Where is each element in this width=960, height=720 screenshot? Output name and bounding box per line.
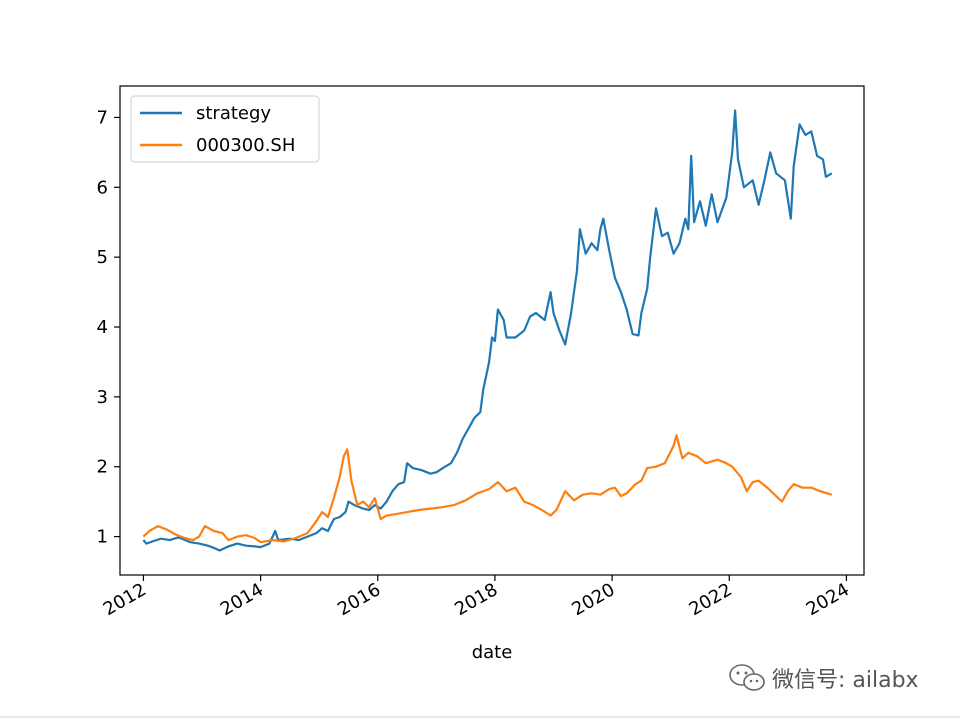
- x-tick-label: 2022: [686, 579, 736, 620]
- legend: strategy 000300.SH: [130, 95, 320, 163]
- x-tick-label: 2014: [217, 579, 267, 620]
- y-tick-label: 5: [97, 247, 108, 268]
- x-tick-label: 2020: [568, 579, 618, 620]
- bottom-divider: [0, 716, 960, 718]
- y-tick-label: 4: [97, 317, 108, 338]
- series-layer: [142, 109, 833, 552]
- plot-frame: [119, 85, 865, 576]
- wechat-icon: [729, 664, 765, 691]
- x-tick-label: 2016: [334, 579, 384, 620]
- x-axis-label: date: [472, 642, 513, 663]
- y-tick-label: 7: [97, 107, 108, 128]
- legend-entry: strategy: [196, 103, 271, 124]
- watermark-text: 微信号: ailabx: [772, 668, 919, 693]
- y-tick-label: 1: [97, 527, 108, 548]
- watermark: 微信号: ailabx: [728, 662, 919, 694]
- y-tick-label: 6: [97, 177, 108, 198]
- y-tick-label: 2: [97, 457, 108, 478]
- x-tick-label: 2018: [451, 579, 501, 620]
- y-axis: 1 2 3 4 5 6 7: [97, 107, 120, 548]
- y-tick-label: 3: [97, 387, 108, 408]
- x-axis: 2012 2014 2016 2018 2020 2022 2024: [100, 575, 853, 620]
- x-tick-label: 2012: [100, 579, 150, 620]
- series-line-2: [142, 434, 833, 544]
- x-tick-label: 2024: [803, 579, 853, 620]
- legend-entry: 000300.SH: [196, 135, 295, 156]
